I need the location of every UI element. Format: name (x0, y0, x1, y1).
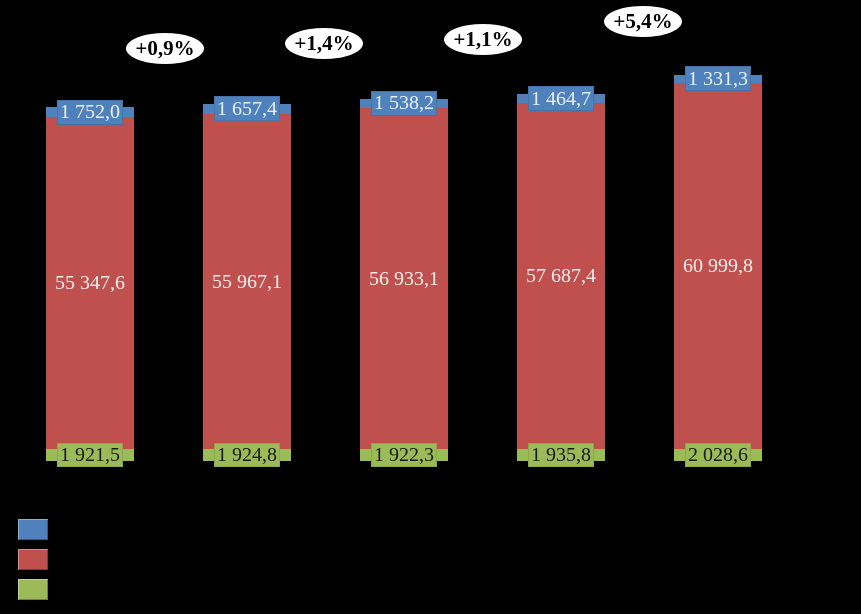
bar1-label-blue: 1 752,0 (57, 99, 123, 125)
bar2-label-green: 1 924,8 (214, 443, 280, 468)
bar2-label-red: 55 967,1 (212, 270, 282, 293)
growth-annotation-1: +0,9% (126, 32, 204, 64)
bar4-label-red: 57 687,4 (526, 265, 596, 288)
bar4-label-green: 1 935,8 (528, 443, 594, 468)
bar3-label-red: 56 933,1 (369, 267, 439, 290)
bar1-label-green: 1 921,5 (57, 443, 123, 468)
bar1-label-red: 55 347,6 (55, 272, 125, 295)
bar4-label-blue: 1 464,7 (528, 86, 594, 112)
growth-annotation-3: +1,1% (444, 23, 522, 55)
bar5-segment-red (674, 82, 762, 449)
bar3-label-green: 1 922,3 (371, 443, 437, 468)
bar4-segment-red (517, 103, 605, 450)
bar3-segment-red (360, 107, 448, 450)
bar2-segment-red (203, 113, 291, 450)
bar5-label-blue: 1 331,3 (685, 66, 751, 92)
bar2-label-blue: 1 657,4 (214, 96, 280, 122)
growth-annotation-4: +5,4% (604, 5, 682, 37)
bar5-label-red: 60 999,8 (683, 254, 753, 277)
legend-label-1 (56, 519, 356, 540)
legend-swatch-2 (18, 549, 48, 570)
legend-swatch-3 (18, 579, 48, 600)
growth-annotation-2: +1,4% (285, 27, 363, 59)
legend-label-2 (56, 549, 356, 570)
legend-label-3 (56, 579, 356, 600)
bar1-segment-red (46, 117, 134, 450)
bar3-label-blue: 1 538,2 (371, 90, 437, 116)
bar5-label-green: 2 028,6 (685, 442, 751, 467)
legend-swatch-1 (18, 519, 48, 540)
